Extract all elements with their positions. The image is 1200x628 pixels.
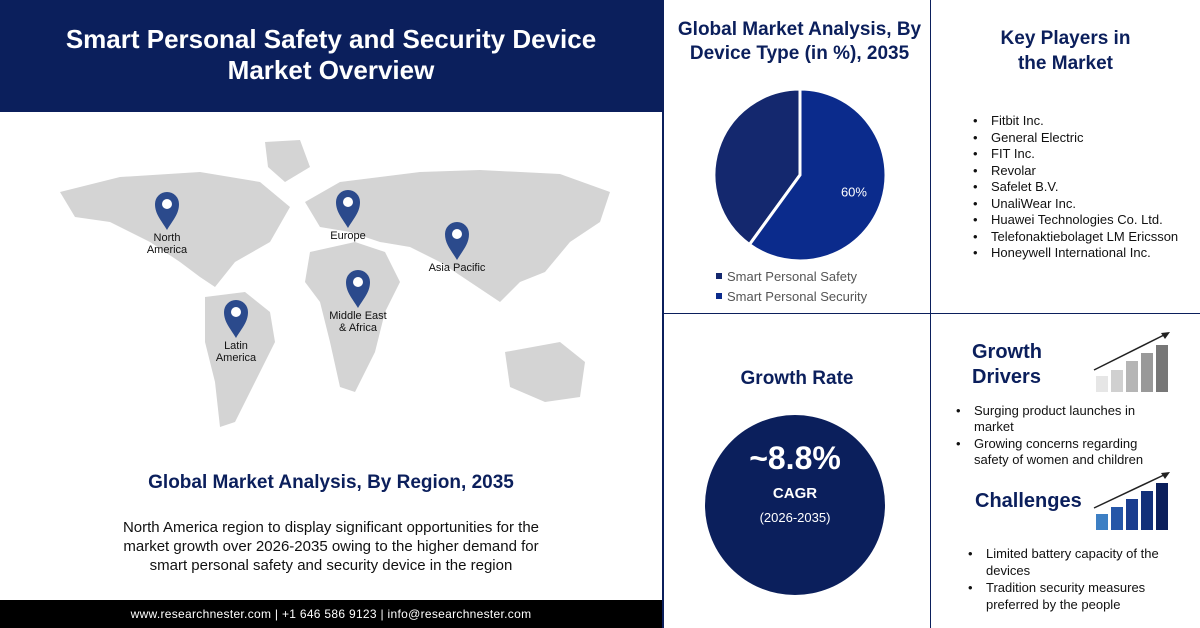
north-america xyxy=(60,172,290,287)
key-player: FIT Inc. xyxy=(973,146,1181,162)
map-pin xyxy=(445,222,469,260)
continents xyxy=(60,140,610,427)
icon-bar xyxy=(1096,514,1108,530)
growth-icon xyxy=(1093,332,1170,392)
cagr-period: (2026-2035) xyxy=(759,510,831,525)
icon-arrowhead xyxy=(1161,472,1170,479)
map-pin-hole xyxy=(162,199,172,209)
icon-arrow xyxy=(1093,473,1167,509)
region-label: Middle East & Africa xyxy=(329,310,387,334)
icon-bar xyxy=(1111,370,1123,392)
world-map: North America Europe Asia Pacific Latin Ame… xyxy=(60,140,610,427)
legend-label: Smart Personal Security xyxy=(727,289,868,304)
title-line: Growth xyxy=(972,341,1042,363)
region-label: North America xyxy=(146,232,188,256)
challenges-title: Challenges xyxy=(975,490,1082,512)
icon-bar xyxy=(1156,345,1168,392)
icon-bar xyxy=(1126,361,1138,392)
divider xyxy=(662,0,664,628)
region-label-box: Asia Pacific xyxy=(428,262,486,274)
pie-slice xyxy=(712,87,802,247)
region-label: Europe xyxy=(330,230,366,242)
icon-bar xyxy=(1156,483,1168,530)
pie-title: Global Market Analysis, By Device Type (… xyxy=(677,19,922,64)
region-title: Global Market Analysis, By Region, 2035 xyxy=(148,472,514,493)
map-pin-hole xyxy=(452,229,462,239)
pie-chart: 60% Smart Personal Safety Smart Personal S… xyxy=(712,87,888,304)
region-label-box: Middle East & Africa xyxy=(329,310,387,334)
drivers-title: Growth Drivers xyxy=(972,340,1042,390)
legend-swatch xyxy=(716,293,722,299)
key-player: Honeywell International Inc. xyxy=(973,245,1181,261)
key-player: Fitbit Inc. xyxy=(973,113,1181,129)
region-label: Asia Pacific xyxy=(428,262,486,274)
south-america xyxy=(205,292,275,427)
header-title: Smart Personal Safety and Security Devic… xyxy=(0,24,662,86)
icon-bar xyxy=(1141,491,1153,530)
map-pin xyxy=(155,192,179,230)
divider xyxy=(930,0,931,628)
challenge-item: Tradition security measures preferred by… xyxy=(968,580,1176,613)
key-players-list: Fitbit Inc.General ElectricFIT Inc.Revol… xyxy=(973,113,1181,262)
icon-arrow xyxy=(1093,333,1167,371)
icon-bar xyxy=(1141,353,1153,392)
legend-swatch xyxy=(716,273,722,279)
key-player: General Electric xyxy=(973,130,1181,146)
australia xyxy=(505,342,585,402)
legend-label: Smart Personal Safety xyxy=(727,269,858,284)
map-pin xyxy=(336,190,360,228)
growth-rate-title: Growth Rate xyxy=(740,368,854,389)
icon-bar xyxy=(1126,499,1138,530)
region-text: North America region to display signific… xyxy=(122,519,540,574)
map-pin xyxy=(346,270,370,308)
pie-slice xyxy=(747,87,888,263)
africa xyxy=(305,242,400,392)
driver-item: Growing concerns regarding safety of wom… xyxy=(956,436,1174,468)
title-line: Smart Personal Safety and Security Devic… xyxy=(65,24,597,54)
cagr-value: ~8.8% xyxy=(749,440,841,476)
key-player: Revolar xyxy=(973,163,1181,179)
region-label-box: North America xyxy=(146,232,188,256)
title-line: Key Players in xyxy=(1000,28,1131,49)
greenland xyxy=(265,140,310,182)
challenges-icon xyxy=(1093,472,1170,530)
map-pin xyxy=(224,300,248,338)
challenge-item: Limited battery capacity of the devices xyxy=(968,546,1176,579)
map-pin-hole xyxy=(353,277,363,287)
key-player: Huawei Technologies Co. Ltd. xyxy=(973,212,1181,228)
key-players-title: Key Players in the Market xyxy=(931,26,1200,76)
header: Smart Personal Safety and Security Devic… xyxy=(0,0,662,112)
divider xyxy=(662,313,1200,314)
pie-label: 60% xyxy=(841,185,867,200)
icon-bar xyxy=(1111,507,1123,530)
icon-bar xyxy=(1096,376,1108,392)
key-player: UnaliWear Inc. xyxy=(973,196,1181,212)
title-line: Market Overview xyxy=(227,55,435,85)
challenges-list: Limited battery capacity of the devicesT… xyxy=(968,546,1176,614)
title-line: the Market xyxy=(1017,53,1114,74)
region-label-box: Latin America xyxy=(215,340,257,364)
map-pin-hole xyxy=(231,307,241,317)
key-player: Telefonaktiebolaget LM Ericsson xyxy=(973,229,1181,245)
driver-item: Surging product launches in market xyxy=(956,403,1174,435)
map-pin-hole xyxy=(343,197,353,207)
footer: www.researchnester.com | +1 646 586 9123… xyxy=(0,600,662,628)
region-label-box: Europe xyxy=(330,230,366,242)
icon-arrowhead xyxy=(1161,332,1170,339)
cagr-label: CAGR xyxy=(772,485,818,502)
key-player: Safelet B.V. xyxy=(973,179,1181,195)
cagr-circle xyxy=(705,415,885,595)
drivers-list: Surging product launches in marketGrowin… xyxy=(956,403,1174,469)
region-label: Latin America xyxy=(215,340,257,364)
title-line: Drivers xyxy=(972,366,1041,388)
